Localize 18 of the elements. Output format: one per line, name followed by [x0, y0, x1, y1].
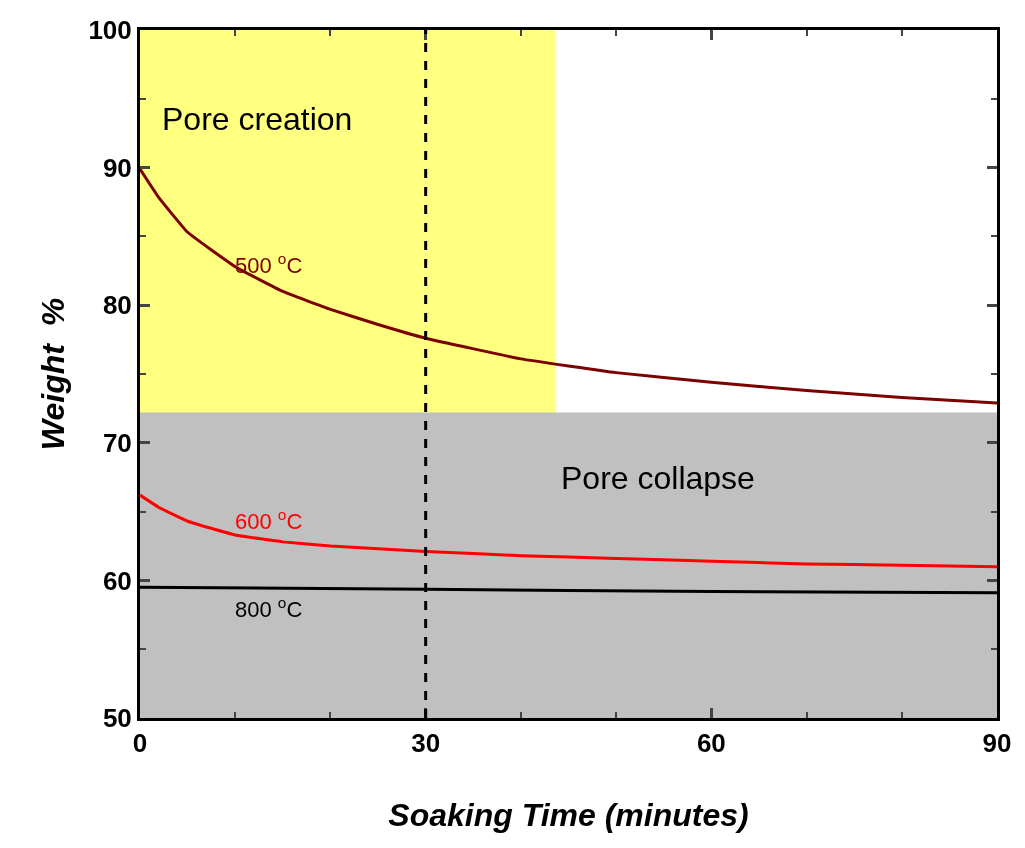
- x-tick-label: 0: [132, 728, 148, 759]
- x-tick-label: 90: [982, 728, 1012, 759]
- series-label: 500 $^{o}$C: [235, 250, 303, 279]
- y-tick-label: 90: [102, 152, 132, 183]
- x-tick-label: 60: [696, 728, 726, 759]
- y-tick-label: 100: [88, 15, 132, 46]
- y-tick-label: 50: [102, 703, 132, 734]
- y-tick-label: 80: [102, 290, 132, 321]
- y-tick-label: 60: [102, 565, 132, 596]
- band-label: Pore creation: [162, 101, 353, 137]
- line-series: [140, 167, 997, 405]
- x-tick-label: 30: [411, 728, 441, 759]
- band-label: Pore collapse: [561, 460, 755, 496]
- y-axis-title: Weight %: [35, 297, 71, 451]
- y-tick-label: 70: [102, 427, 132, 458]
- series-label: 800 $^{o}$C: [235, 594, 303, 623]
- series-label: 600 $^{o}$C: [235, 506, 303, 535]
- x-axis-title: Soaking Time (minutes): [388, 797, 749, 833]
